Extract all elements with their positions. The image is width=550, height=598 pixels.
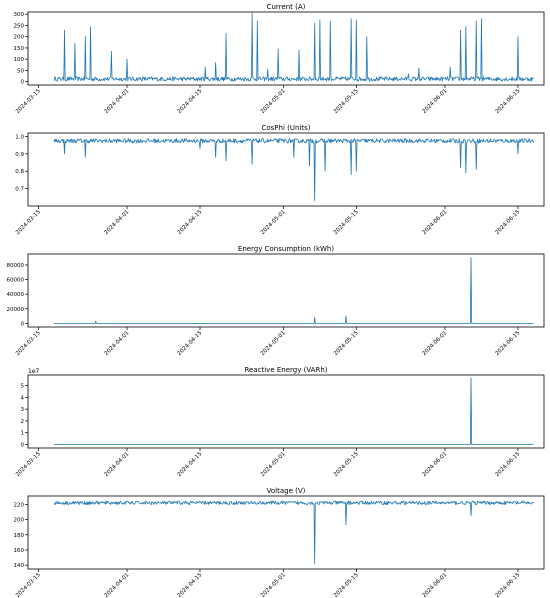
plot-frame — [27, 374, 545, 449]
subplot-title: Reactive Energy (VARh) — [245, 366, 328, 374]
subplot-2: CosPhi (Units) 0.7 0.8 0.9 1.0 2024-03-15 2024… — [15, 124, 545, 236]
x-tick-label: 2024-03-15 — [15, 572, 42, 598]
y-tick-label: 0 — [21, 442, 25, 448]
x-tick-label: 2024-04-15 — [177, 451, 204, 478]
y-tick-label: 1 — [21, 431, 25, 437]
series-line — [54, 257, 534, 324]
y-tick-label: 0.7 — [15, 187, 24, 193]
x-tick-label: 2024-03-15 — [15, 209, 42, 236]
subplot-title: CosPhi (Units) — [261, 124, 310, 132]
x-tick-label: 2024-05-15 — [333, 209, 360, 236]
y-tick-label: 300 — [14, 12, 25, 18]
x-tick-label: 2024-06-01 — [422, 451, 449, 478]
series-line — [53, 138, 534, 202]
y-tick-label: 200 — [14, 35, 25, 41]
x-tick-label: 2024-04-01 — [104, 330, 131, 357]
plot-frame — [27, 132, 545, 207]
x-tick-label: 2024-05-01 — [260, 209, 287, 236]
y-tick-label: 60000 — [7, 278, 25, 284]
x-tick-label: 2024-03-15 — [15, 451, 42, 478]
plot-frame — [27, 495, 545, 570]
x-tick-label: 2024-06-15 — [495, 451, 522, 478]
subplot-title: Current (A) — [267, 3, 306, 11]
x-tick-label: 2024-06-01 — [422, 572, 449, 598]
y-tick-label: 100 — [14, 57, 25, 63]
x-tick-label: 2024-06-01 — [422, 330, 449, 357]
x-tick-label: 2024-05-15 — [333, 451, 360, 478]
series-line — [54, 377, 534, 445]
y-tick-label: 2 — [21, 419, 25, 425]
x-tick-label: 2024-04-15 — [177, 88, 204, 115]
y-tick-label: 4 — [21, 395, 25, 401]
x-tick-label: 2024-05-15 — [333, 330, 360, 357]
series-line — [53, 500, 534, 565]
y-tick-label: 220 — [14, 502, 25, 508]
y-tick-label: 20000 — [7, 307, 25, 313]
y-tick-label: 180 — [14, 533, 25, 539]
x-tick-label: 2024-06-15 — [495, 209, 522, 236]
y-tick-label: 50 — [17, 68, 24, 74]
y-tick-label: 0.8 — [15, 169, 24, 175]
x-tick-label: 2024-06-01 — [422, 209, 449, 236]
x-tick-label: 2024-04-15 — [177, 330, 204, 357]
x-tick-label: 2024-05-01 — [260, 88, 287, 115]
y-tick-label: 1.0 — [15, 134, 24, 140]
x-tick-label: 2024-06-15 — [495, 572, 522, 598]
series-line — [53, 12, 534, 82]
x-tick-label: 2024-05-01 — [260, 451, 287, 478]
x-tick-label: 2024-04-01 — [104, 209, 131, 236]
x-tick-label: 2024-05-01 — [260, 330, 287, 357]
subplot-title: Voltage (V) — [267, 487, 306, 495]
y-tick-label: 3 — [21, 407, 25, 413]
x-tick-label: 2024-04-15 — [177, 572, 204, 598]
x-tick-label: 2024-05-15 — [333, 88, 360, 115]
y-tick-label: 140 — [14, 563, 25, 569]
x-tick-label: 2024-04-15 — [177, 209, 204, 236]
x-tick-label: 2024-04-01 — [104, 88, 131, 115]
y-tick-label: 5 — [21, 384, 25, 390]
x-tick-label: 2024-05-01 — [260, 572, 287, 598]
plot-frame — [27, 253, 545, 328]
x-tick-label: 2024-05-15 — [333, 572, 360, 598]
axis-offset-label: 1e7 — [28, 368, 40, 375]
x-tick-label: 2024-06-01 — [422, 88, 449, 115]
subplot-title: Energy Consumption (kWh) — [238, 245, 334, 253]
y-tick-label: 250 — [14, 23, 25, 29]
subplot-1: Current (A) 0 50 100 150 200 250 300 2024-03-15 2… — [14, 3, 545, 115]
y-tick-label: 150 — [14, 46, 25, 52]
y-tick-label: 200 — [14, 518, 25, 524]
subplot-4: Reactive Energy (VARh) 1e7 0 1 2 3 4 5 2024-03-1… — [15, 366, 545, 478]
y-tick-label: 80000 — [7, 263, 25, 269]
y-tick-label: 40000 — [7, 292, 25, 298]
subplot-3: Energy Consumption (kWh) 0 20000 40000 60000… — [7, 245, 545, 357]
y-tick-label: 0 — [21, 80, 25, 86]
y-tick-label: 0 — [21, 321, 25, 327]
x-tick-label: 2024-06-15 — [495, 330, 522, 357]
x-tick-label: 2024-04-01 — [104, 451, 131, 478]
subplot-5: Voltage (V) 140 160 180 200 220 2024-03-15 2024… — [14, 487, 545, 598]
x-tick-label: 2024-04-01 — [104, 572, 131, 598]
x-tick-label: 2024-03-15 — [15, 330, 42, 357]
y-tick-label: 0.9 — [15, 152, 24, 158]
plot-frame — [27, 11, 545, 86]
y-tick-label: 160 — [14, 548, 25, 554]
x-tick-label: 2024-03-15 — [15, 88, 42, 115]
x-tick-label: 2024-06-15 — [495, 88, 522, 115]
